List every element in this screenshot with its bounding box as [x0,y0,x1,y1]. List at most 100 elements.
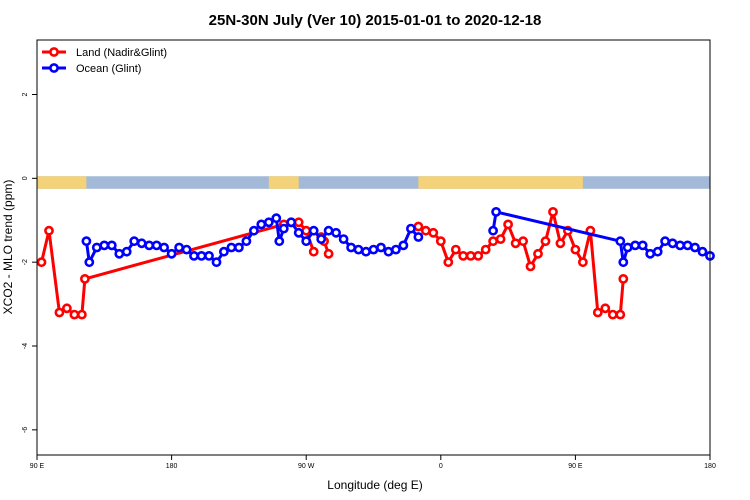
data-point [301,236,312,247]
data-point [652,246,663,257]
land-strip-segment [268,176,299,189]
data-point [84,257,95,268]
data-point [510,238,521,249]
x-axis-label: Longitude (deg E) [327,478,422,492]
land-strip-segment [37,176,87,189]
data-point [458,250,469,261]
data-point [181,244,192,255]
chart-title: 25N-30N July (Ver 10) 2015-01-01 to 2020… [209,12,542,29]
data-point [465,250,476,261]
data-point [323,225,334,236]
data-point [316,234,327,244]
data-point [293,227,304,238]
data-point [443,257,454,268]
y-tick-label: 2 [22,92,29,96]
data-point [645,248,656,259]
data-point [286,217,297,228]
data-point [592,307,603,318]
data-point [555,238,566,249]
legend-marker [49,63,59,73]
data-point [54,307,65,318]
data-point [488,236,498,247]
series-land [36,206,629,320]
data-point [361,246,371,257]
data-point [62,303,72,314]
plot-frame [36,39,711,456]
legend-marker [49,47,59,57]
data-point [77,309,87,320]
data-point [618,273,629,284]
y-tick-label: -4 [22,343,29,349]
data-point [570,244,581,255]
data-point [151,240,162,251]
data-point [293,217,304,228]
x-tick-label: 0 [439,463,443,470]
y-tick-label: 0 [22,176,29,180]
data-point [233,242,244,253]
data-point [189,250,199,261]
data-point [91,242,102,253]
y-axis-ticks: 2 0 -2 -4 -6 [22,92,37,433]
data-point [166,248,177,259]
legend: Land (Nadir&Glint) Ocean (Glint) [42,47,167,75]
x-tick-label: 90 W [298,463,315,470]
series-ocean [81,206,715,268]
data-point [660,236,670,247]
data-point [338,234,349,244]
data-point [308,246,319,257]
data-point [428,227,439,238]
data-point [44,225,54,236]
data-point [540,236,551,247]
data-point [503,219,513,230]
data-point [241,236,252,247]
data-point [533,248,543,259]
data-point [256,219,267,230]
data-point [615,309,626,320]
data-point [435,236,446,247]
data-point [690,242,700,253]
data-point [413,232,424,242]
series-line [84,210,711,268]
data-point [331,227,341,238]
data-point [106,240,117,251]
data-point [248,225,259,236]
data-point [121,246,132,257]
x-tick-label: 90 E [568,463,583,470]
data-point [218,246,229,257]
data-point [376,242,386,253]
data-point [99,240,110,251]
y-tick-label: -2 [22,259,29,265]
data-point [405,223,416,234]
series-line [40,211,625,317]
data-point [420,225,431,236]
data-point [607,309,618,320]
data-point [196,250,207,261]
data-point [308,225,319,236]
data-point [488,225,498,236]
data-point [211,257,222,268]
land-ocean-strip [37,176,710,189]
data-point [271,213,282,224]
data-point [368,244,379,255]
data-point [80,273,90,284]
data-point [473,250,484,261]
data-point [278,223,289,234]
legend-label: Ocean (Glint) [76,63,141,75]
data-point [618,257,629,268]
data-point [398,240,409,251]
data-point [615,236,626,247]
data-point [480,244,491,255]
data-point [600,303,611,314]
legend-label: Land (Nadir&Glint) [76,47,167,59]
data-point [323,248,334,259]
data-point [413,221,424,232]
data-point [129,236,140,247]
data-point [491,206,501,217]
ocean-strip [37,176,710,189]
series-layer [36,206,715,320]
y-tick-label: -6 [22,427,29,433]
data-point [637,240,648,251]
data-point [81,236,92,247]
data-point [675,240,685,251]
